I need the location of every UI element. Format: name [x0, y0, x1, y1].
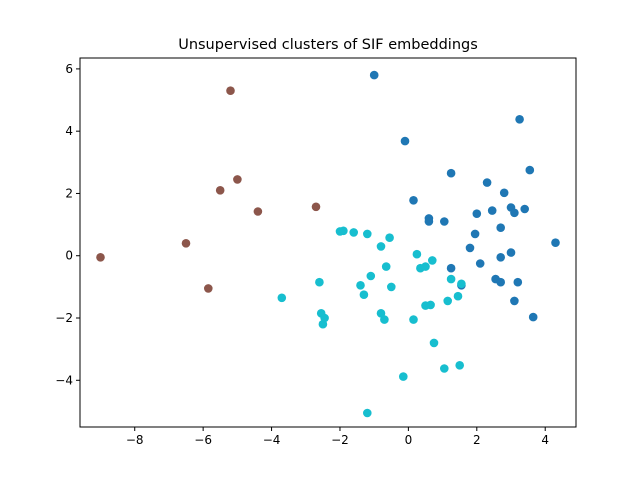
scatter-point [400, 136, 410, 146]
scatter-point [381, 262, 391, 271]
chart-title: Unsupervised clusters of SIF embeddings [178, 37, 478, 53]
scatter-point [428, 256, 437, 265]
scatter-point [96, 252, 105, 262]
scatter-point [181, 239, 191, 248]
y-tick-label: 2 [65, 186, 73, 200]
scatter-point [472, 209, 482, 218]
scatter-point [457, 279, 466, 289]
x-tick-label: 4 [541, 433, 549, 447]
y-tick-label: −4 [55, 373, 73, 387]
scatter-point [426, 300, 435, 310]
scatter-point [475, 259, 485, 268]
x-tick-label: −4 [263, 433, 281, 447]
scatter-point [520, 204, 529, 214]
x-tick-label: −2 [331, 433, 349, 447]
scatter-point [455, 361, 465, 370]
scatter-point [465, 243, 475, 253]
scatter-point [380, 315, 389, 324]
x-tick-label: 2 [473, 433, 481, 447]
scatter-point [496, 277, 506, 287]
scatter-point [311, 202, 321, 212]
scatter-point [482, 178, 492, 187]
scatter-point [376, 242, 386, 251]
scatter-point [487, 206, 497, 215]
scatter-point [424, 217, 434, 226]
scatter-point [366, 271, 376, 281]
scatter-point [446, 274, 456, 284]
scatter-point [496, 223, 506, 232]
scatter-point [369, 70, 379, 80]
scatter-point [349, 228, 359, 237]
scatter-point [443, 296, 453, 306]
scatter-point [363, 408, 372, 418]
scatter-point [320, 313, 329, 323]
scatter-point [499, 188, 509, 198]
scatter-point [385, 233, 394, 242]
scatter-point [551, 238, 560, 247]
y-tick-label: 0 [65, 249, 73, 263]
plot-frame [79, 57, 577, 428]
y-tick-label: 6 [65, 62, 73, 76]
scatter-point [215, 186, 225, 195]
scatter-point [470, 229, 480, 239]
scatter-point [315, 277, 324, 287]
scatter-point [233, 175, 242, 184]
scatter-point [446, 263, 456, 273]
scatter-point [399, 372, 408, 381]
scatter-point [421, 262, 430, 271]
scatter-point [363, 229, 372, 239]
scatter-point [446, 168, 456, 178]
y-tick-label: −2 [55, 311, 73, 325]
scatter-point [339, 226, 348, 236]
scatter-point [253, 207, 263, 216]
scatter-point [359, 290, 369, 300]
scatter-point [429, 338, 439, 348]
scatter-point [510, 208, 519, 218]
points-layer [96, 70, 560, 418]
scatter-point [440, 364, 449, 373]
scatter-point [356, 281, 365, 290]
scatter-point [525, 165, 535, 175]
scatter-point [409, 315, 418, 324]
scatter-point [440, 217, 449, 226]
scatter-point [496, 252, 506, 262]
x-tick-label: −8 [126, 433, 144, 447]
scatter-point [204, 284, 213, 293]
scatter-point [409, 196, 418, 205]
x-tick-label: −6 [194, 433, 212, 447]
axes-layer: −8 −6 −4 −2 0 2 4 −4 −2 0 2 4 6 [55, 57, 577, 447]
scatter-point [226, 86, 235, 95]
scatter-point [387, 282, 396, 292]
scatter-point [506, 248, 516, 257]
scatter-point [528, 312, 538, 322]
scatter-point [376, 309, 386, 318]
x-tick-label: 0 [405, 433, 413, 447]
scatter-point [510, 296, 519, 306]
y-tick-label: 4 [65, 124, 73, 138]
scatter-point [513, 277, 523, 287]
scatter-point [277, 293, 287, 303]
scatter-point [453, 291, 463, 301]
scatter-point [412, 249, 422, 259]
scatter-point [515, 115, 524, 124]
